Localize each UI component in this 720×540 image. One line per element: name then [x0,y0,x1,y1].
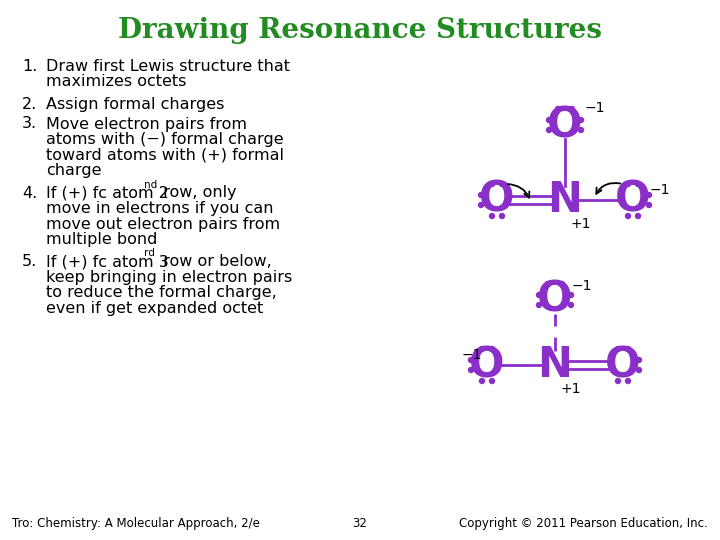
Circle shape [626,181,631,186]
Circle shape [500,181,505,186]
Circle shape [480,347,485,352]
Text: O: O [480,179,515,221]
Text: −1: −1 [585,101,606,115]
Text: O: O [537,279,572,321]
Circle shape [479,192,484,198]
Circle shape [636,357,642,362]
Text: move out electron pairs from: move out electron pairs from [46,217,280,232]
Text: If (+) fc atom 3: If (+) fc atom 3 [46,254,168,269]
Circle shape [616,379,621,383]
Circle shape [490,379,495,383]
Circle shape [490,347,495,352]
Circle shape [480,379,485,383]
Text: Drawing Resonance Structures: Drawing Resonance Structures [118,17,602,44]
Circle shape [536,293,541,298]
Text: 32: 32 [353,517,367,530]
Text: Move electron pairs from: Move electron pairs from [46,117,247,132]
Circle shape [636,181,641,186]
Circle shape [578,127,583,132]
Circle shape [626,379,631,383]
Text: row, only: row, only [158,186,237,200]
Text: 5.: 5. [22,254,37,269]
Circle shape [647,202,652,207]
Text: If (+) fc atom 2: If (+) fc atom 2 [46,186,169,200]
Circle shape [469,368,474,373]
Circle shape [469,357,474,362]
Circle shape [556,106,560,111]
Circle shape [626,347,631,352]
Text: even if get expanded octet: even if get expanded octet [46,301,264,316]
Text: rd: rd [144,248,155,259]
Text: keep bringing in electron pairs: keep bringing in electron pairs [46,270,292,285]
Text: 2.: 2. [22,97,37,112]
Text: charge: charge [46,163,102,178]
Text: row or below,: row or below, [158,254,271,269]
Text: −1: −1 [572,279,593,293]
Text: Copyright © 2011 Pearson Education, Inc.: Copyright © 2011 Pearson Education, Inc. [459,517,708,530]
Text: Assign formal charges: Assign formal charges [46,97,225,112]
Text: Tro: Chemistry: A Molecular Approach, 2/e: Tro: Chemistry: A Molecular Approach, 2/… [12,517,260,530]
Circle shape [479,202,484,207]
Text: −1: −1 [650,183,670,197]
Circle shape [636,213,641,219]
Text: 1.: 1. [22,59,37,74]
Circle shape [578,118,583,123]
Text: N: N [538,344,572,386]
Text: +1: +1 [570,217,590,231]
Circle shape [647,192,652,198]
Text: nd: nd [144,179,157,190]
Circle shape [500,213,505,219]
Circle shape [490,181,495,186]
Circle shape [546,281,551,287]
Circle shape [490,213,495,219]
Text: O: O [547,104,582,146]
Text: +1: +1 [560,382,580,396]
Text: move in electrons if you can: move in electrons if you can [46,201,274,216]
Circle shape [570,106,575,111]
Text: N: N [548,179,582,221]
Text: −1: −1 [462,348,482,362]
Circle shape [636,368,642,373]
Text: atoms with (−) formal charge: atoms with (−) formal charge [46,132,284,147]
Text: multiple bond: multiple bond [46,232,158,247]
Text: toward atoms with (+) formal: toward atoms with (+) formal [46,147,284,163]
Circle shape [536,302,541,307]
Circle shape [616,347,621,352]
Text: O: O [606,344,641,386]
Circle shape [546,127,552,132]
FancyArrowPatch shape [596,183,620,194]
Text: 4.: 4. [22,186,37,200]
Text: 3.: 3. [22,117,37,132]
Text: maximizes octets: maximizes octets [46,75,186,90]
Circle shape [569,302,574,307]
Text: O: O [469,344,505,386]
Circle shape [569,293,574,298]
Text: to reduce the formal charge,: to reduce the formal charge, [46,286,276,300]
Text: O: O [616,179,651,221]
Text: Draw first Lewis structure that: Draw first Lewis structure that [46,59,290,74]
FancyArrowPatch shape [508,184,529,198]
Circle shape [626,213,631,219]
Circle shape [559,281,564,287]
Circle shape [546,118,552,123]
